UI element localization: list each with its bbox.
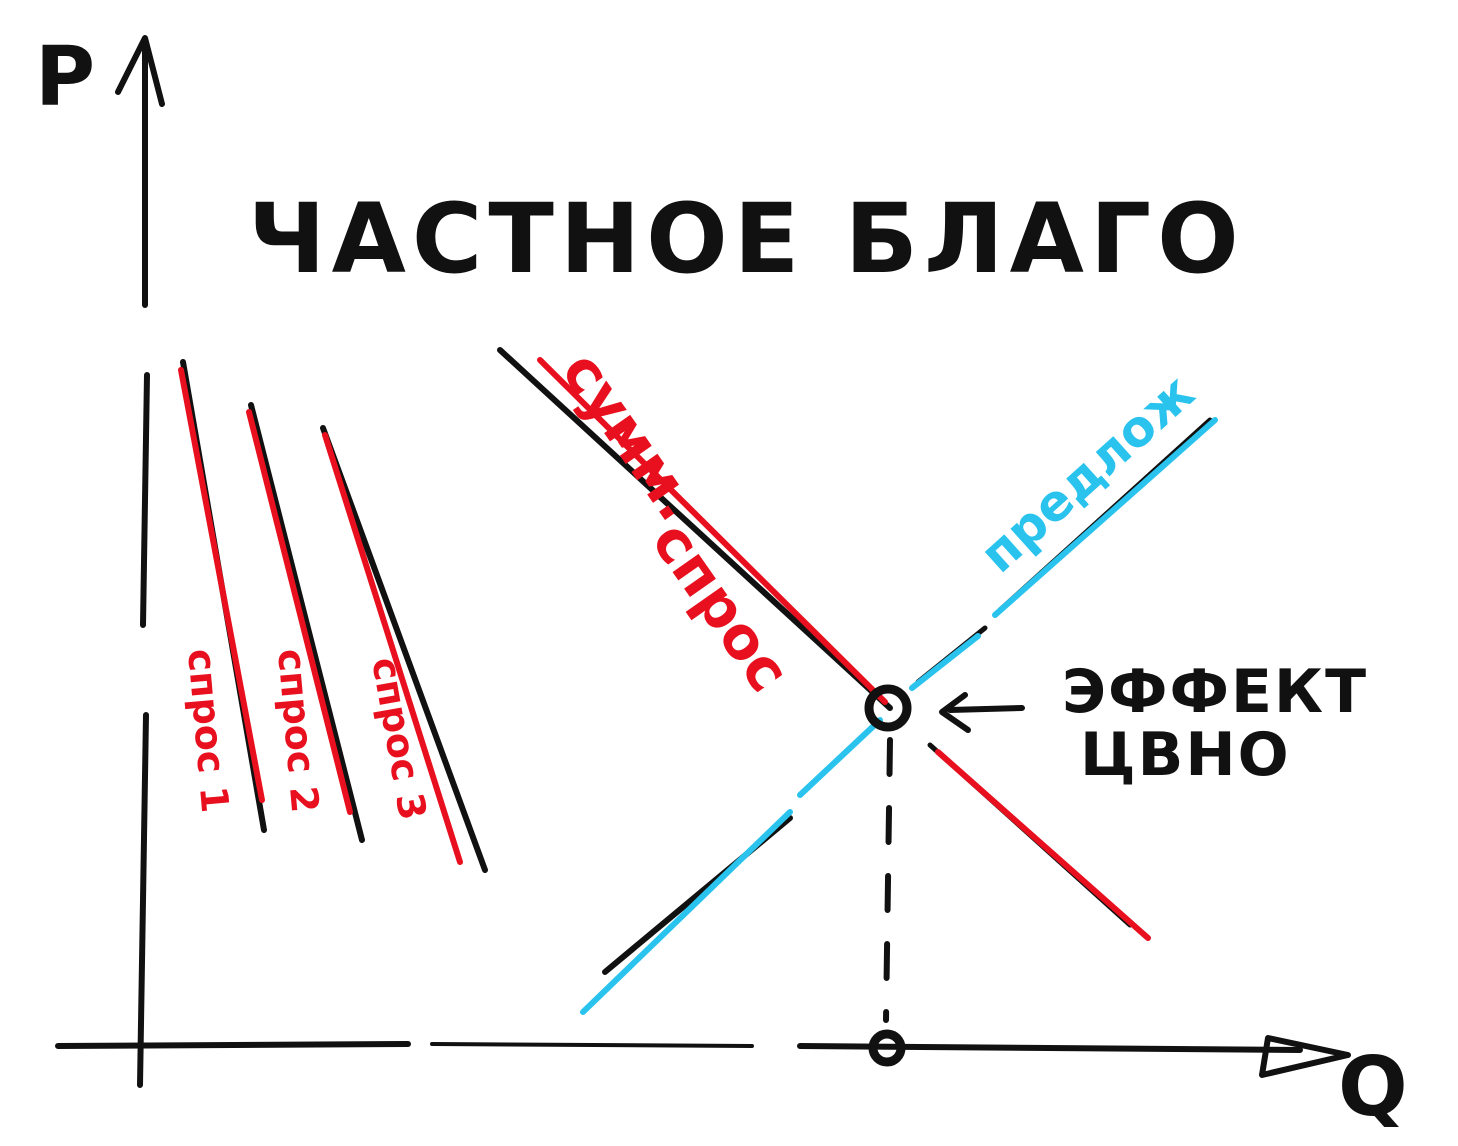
equilibrium-point [864,684,912,732]
equilibrium-dashed-line [883,737,893,1023]
individual-demand-1 [178,359,267,833]
supply-curve [580,417,1218,1015]
equilibrium-label-1: ЭФФЕКТ [1062,657,1368,727]
demand-3-label: спрос 3 [363,654,435,823]
pointer-arrow [939,692,1025,733]
supply-label: предлож [969,363,1205,584]
x-axis [55,1035,1351,1078]
individual-demand-3 [320,425,488,873]
equilibrium-label-2: ЦВНО [1080,720,1291,790]
demand-1-label: спрос 1 [179,647,237,815]
equilibrium-quantity-point [868,1029,906,1067]
x-axis-label: Q [1338,1040,1408,1135]
market-demand-label-1: сумм. [549,339,713,533]
individual-demand-2 [246,402,365,843]
y-axis [115,35,165,1088]
market-demand-curve [497,347,1151,941]
y-axis-label: P [35,30,95,125]
diagram-title: ЧАСТНОЕ БЛАГО [248,183,1245,295]
